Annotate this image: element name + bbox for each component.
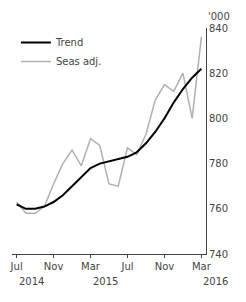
svg-text:Jul: Jul	[120, 261, 133, 272]
svg-text:Seas adj.: Seas adj.	[56, 56, 101, 67]
svg-text:Mar: Mar	[81, 261, 101, 272]
svg-text:Jul: Jul	[10, 261, 23, 272]
svg-text:Trend: Trend	[55, 37, 83, 48]
svg-text:840: 840	[209, 23, 228, 34]
svg-text:760: 760	[209, 203, 228, 214]
svg-text:Nov: Nov	[44, 261, 64, 272]
svg-text:'000: '000	[208, 11, 230, 22]
svg-text:800: 800	[209, 113, 228, 124]
svg-text:Mar: Mar	[192, 261, 212, 272]
svg-text:2016: 2016	[203, 276, 228, 287]
svg-text:2014: 2014	[19, 276, 44, 287]
svg-text:2015: 2015	[93, 276, 118, 287]
svg-text:740: 740	[209, 249, 228, 260]
svg-text:780: 780	[209, 158, 228, 169]
svg-text:Nov: Nov	[155, 261, 175, 272]
svg-text:820: 820	[209, 68, 228, 79]
